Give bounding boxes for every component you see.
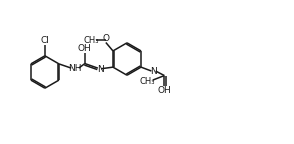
Text: NH: NH (68, 64, 82, 73)
Text: CH₃: CH₃ (83, 36, 99, 45)
Text: N: N (97, 65, 104, 74)
Text: O: O (102, 34, 109, 43)
Text: Cl: Cl (41, 36, 49, 45)
Text: OH: OH (158, 86, 171, 95)
Text: OH: OH (78, 44, 92, 53)
Text: N: N (150, 67, 157, 76)
Text: CH₃: CH₃ (140, 77, 156, 86)
